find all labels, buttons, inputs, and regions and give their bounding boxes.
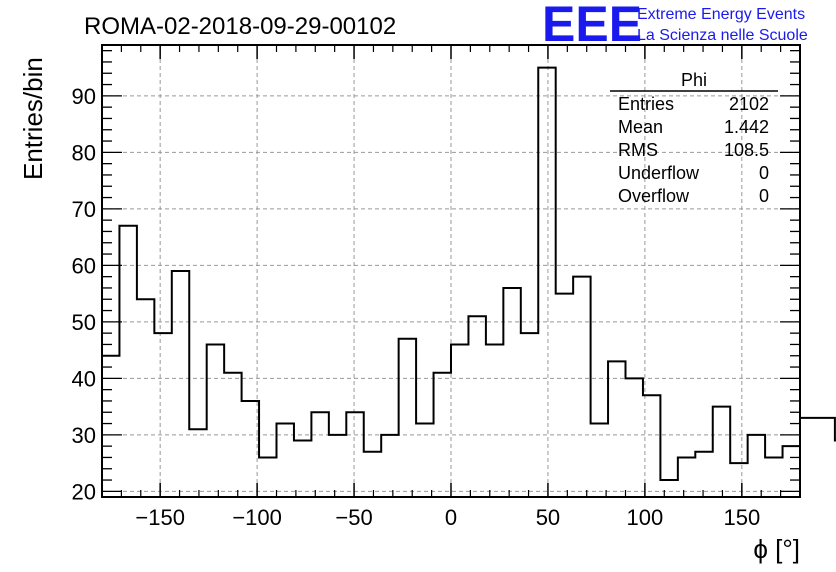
stats-label-rms: RMS	[618, 140, 658, 160]
stats-name: Phi	[681, 70, 707, 90]
eee-logo-line1: Extreme Energy Events	[637, 6, 805, 23]
y-tick-label: 20	[72, 479, 96, 504]
y-tick-labels: 20 30 40 50 60 70 80 90	[72, 84, 96, 505]
x-tick-label: 100	[627, 505, 664, 530]
stats-label-entries: Entries	[618, 94, 674, 114]
eee-logo: EEE	[542, 0, 642, 52]
x-tick-label: −50	[335, 505, 372, 530]
chart-title: ROMA-02-2018-09-29-00102	[84, 13, 396, 40]
stats-value-mean: 1.442	[724, 117, 769, 137]
stats-value-overflow: 0	[759, 186, 769, 206]
stats-value-underflow: 0	[759, 163, 769, 183]
y-tick-label: 40	[72, 366, 96, 391]
histogram-step-line	[102, 66, 836, 482]
stats-label-mean: Mean	[618, 117, 663, 137]
stats-value-entries: 2102	[729, 94, 769, 114]
axis-ticks	[101, 45, 801, 497]
y-axis-label: Entries/bin	[18, 57, 48, 180]
y-tick-label: 60	[72, 253, 96, 278]
y-tick-label: 90	[72, 84, 96, 109]
y-tick-label: 70	[72, 197, 96, 222]
eee-logo-line2: La Scienza nelle Scuole	[637, 27, 808, 44]
y-tick-label: 50	[72, 310, 96, 335]
y-tick-label: 80	[72, 140, 96, 165]
stats-value-rms: 108.5	[724, 140, 769, 160]
x-tick-label: 50	[536, 505, 560, 530]
x-tick-label: −150	[135, 505, 185, 530]
x-tick-label: −100	[232, 505, 282, 530]
stats-label-overflow: Overflow	[618, 186, 690, 206]
y-tick-label: 30	[72, 423, 96, 448]
stats-box: Phi Entries 2102 Mean 1.442 RMS 108.5 Un…	[610, 70, 778, 206]
x-tick-label: 0	[445, 505, 457, 530]
x-tick-labels: −150 −100 −50 0 50 100 150	[135, 505, 760, 530]
stats-label-underflow: Underflow	[618, 163, 700, 183]
x-tick-label: 150	[723, 505, 760, 530]
x-axis-label: ϕ [°]	[753, 534, 800, 564]
